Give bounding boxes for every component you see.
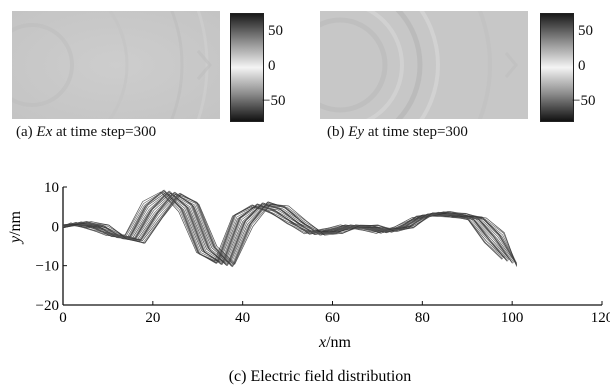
field-trace-line: [62, 192, 510, 265]
y-tick-label: −20: [36, 298, 59, 314]
field-trace-line: [62, 192, 515, 266]
x-tick-label: 0: [59, 310, 67, 326]
ey-caption-prefix: (b): [327, 124, 349, 140]
ey-field-heatmap: [320, 11, 528, 119]
y-tick-label: −10: [36, 259, 59, 275]
x-tick-label: 60: [325, 310, 340, 326]
field-trace-line: [62, 193, 518, 267]
x-tick-label: 20: [145, 310, 160, 326]
ex-field-heatmap: [12, 11, 220, 119]
x-tick-label: 80: [415, 310, 430, 326]
field-trace-line: [62, 189, 506, 263]
x-axis-label-unit: /nm: [326, 334, 351, 351]
y-axis-label-unit: /nm: [7, 210, 24, 235]
ey-caption-suffix: at time step=300: [364, 124, 468, 140]
ex-colorbar-tick-50: 50: [268, 23, 283, 39]
x-tick-label: 40: [235, 310, 250, 326]
ey-colorbar-tick-50: 50: [578, 23, 593, 39]
x-tick-label: 100: [501, 310, 524, 326]
y-tick-label: 10: [44, 180, 59, 196]
ex-panel-caption: (a) Ex at time step=300: [16, 124, 156, 141]
x-tick-label: 120: [591, 310, 610, 326]
field-trace-line: [62, 191, 510, 265]
ey-colorbar-tick-neg50: −50: [572, 93, 596, 109]
y-axis-label-var: y: [7, 235, 24, 245]
ex-caption-suffix: at time step=300: [52, 124, 157, 140]
ey-colorbar-tick-0: 0: [578, 58, 586, 74]
y-axis-label: y/nm: [7, 210, 24, 245]
ey-panel-caption: (b) Ey at time step=300: [327, 124, 468, 141]
ex-colorbar-tick-0: 0: [268, 58, 276, 74]
field-trace-line: [62, 194, 515, 266]
ey-colorbar: [540, 13, 574, 122]
ex-colorbar-tick-neg50: −50: [262, 93, 286, 109]
ex-caption-variable: Ex: [36, 124, 53, 140]
ex-colorbar: [230, 13, 264, 122]
field-trace-line: [62, 191, 503, 262]
ey-caption-variable: Ey: [348, 124, 365, 140]
field-trace-line: [62, 194, 518, 268]
x-axis-label-var: x: [318, 334, 326, 351]
ex-caption-prefix: (a): [16, 124, 37, 140]
field-trace-line: [62, 193, 518, 267]
field-trace-line: [62, 192, 518, 265]
field-trace-line: [62, 193, 509, 264]
x-axis-label: x/nm: [318, 334, 352, 351]
chart-caption: (c) Electric field distribution: [229, 368, 412, 385]
field-trace-line: [62, 192, 513, 264]
y-tick-label: 0: [52, 219, 60, 235]
field-trace-line: [62, 193, 518, 265]
